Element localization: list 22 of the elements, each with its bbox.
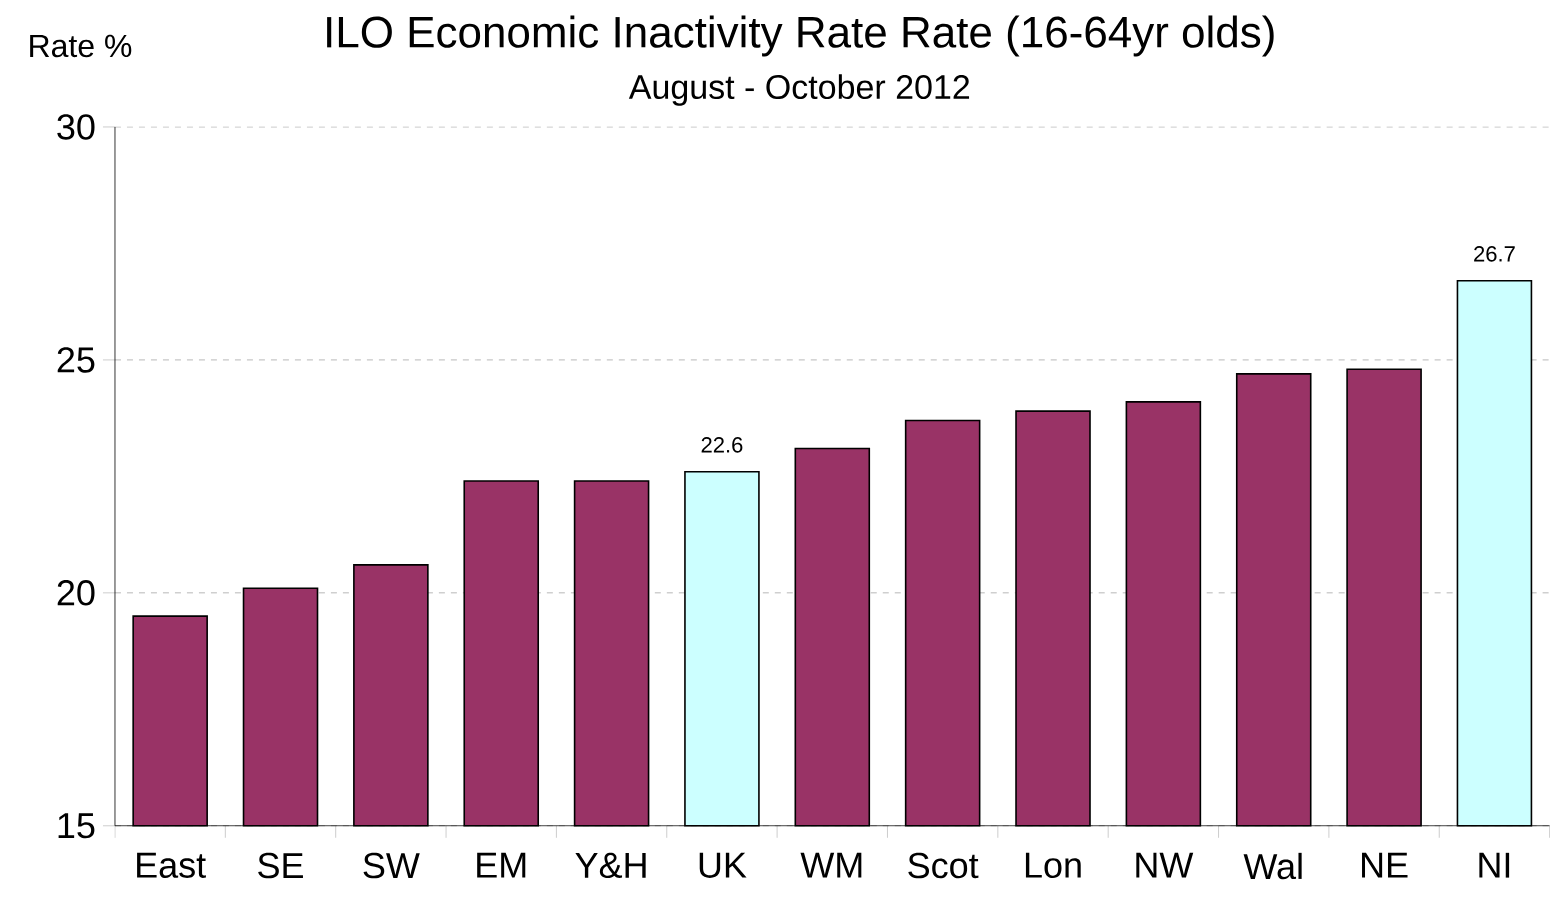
x-tick-label: NI bbox=[1479, 852, 1510, 878]
y-tick-label: 30 bbox=[57, 114, 95, 140]
chart-title: ILO Economic Inactivity Rate Rate (16-64yr olds) bbox=[327, 15, 1274, 57]
y-tick-label: 25 bbox=[57, 347, 95, 373]
x-tick-label: Scot bbox=[908, 852, 979, 879]
x-tick-label: NW bbox=[1136, 852, 1194, 878]
x-tick-label: EM bbox=[477, 852, 526, 878]
x-tick-label: UK bbox=[699, 852, 747, 879]
x-tick-label: Lon bbox=[1025, 852, 1081, 879]
chart-subtitle: August - October 2012 bbox=[628, 74, 970, 106]
data-label: 26.7 bbox=[1474, 246, 1515, 262]
x-tick-label: Y&H bbox=[575, 852, 646, 879]
data-label: 22.6 bbox=[701, 437, 743, 453]
x-tick-label: WM bbox=[800, 852, 862, 878]
y-tick-label: 20 bbox=[57, 580, 95, 606]
y-axis-title: Rate % bbox=[30, 34, 132, 58]
y-tick-label: 15 bbox=[58, 813, 95, 839]
x-tick-label: NE bbox=[1362, 852, 1408, 878]
x-tick-label: Wal bbox=[1243, 852, 1302, 880]
x-tick-label: SE bbox=[258, 852, 303, 879]
x-tick-label: East bbox=[137, 852, 206, 879]
x-tick-label: SW bbox=[363, 852, 420, 879]
